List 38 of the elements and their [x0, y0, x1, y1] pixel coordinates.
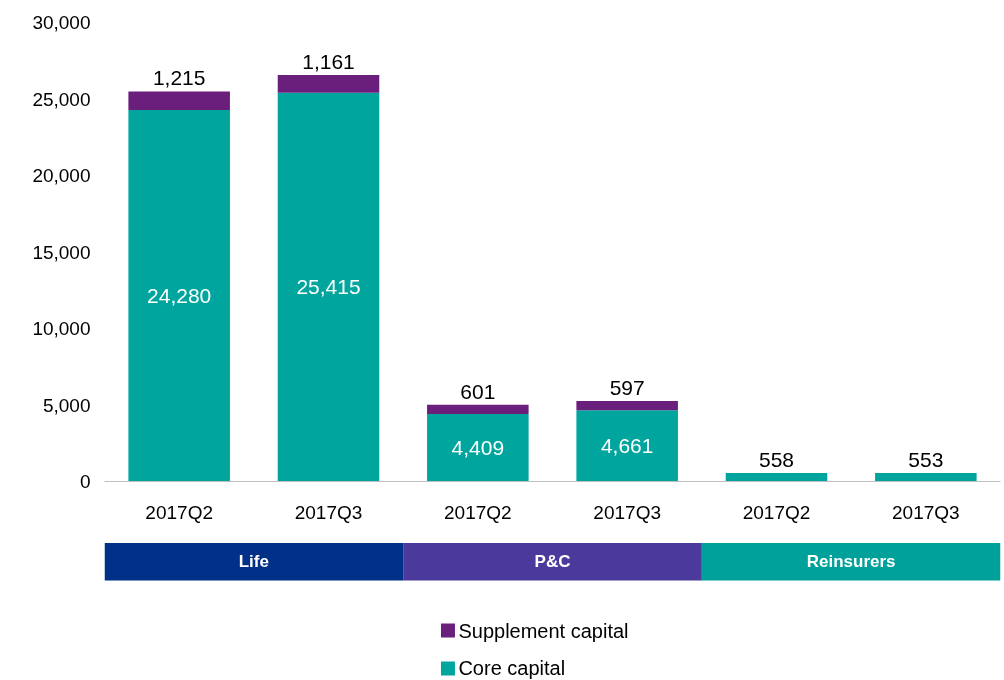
- y-tick-label: 10,000: [32, 318, 91, 339]
- data-label: 4,409: [451, 435, 505, 459]
- text: P&C: [534, 552, 571, 572]
- y-tick-label: 30,000: [32, 12, 91, 33]
- x-tick-label: 2017Q2: [444, 501, 512, 523]
- y-tick-label: 25,000: [32, 88, 91, 110]
- legend-label: Supplement capital: [458, 619, 629, 642]
- x-tick-label: 2017Q3: [294, 501, 363, 523]
- data-label: 558: [758, 447, 795, 471]
- y-tick-label: 20,000: [32, 165, 91, 186]
- bar: [427, 404, 529, 415]
- data-label: 601: [460, 379, 496, 403]
- legend-label: Core capital: [458, 657, 566, 680]
- bar: [427, 414, 529, 482]
- y-tick-label: 0: [79, 471, 91, 492]
- bar: [277, 92, 380, 482]
- bar: [576, 410, 678, 482]
- x-tick-label: 2017Q3: [593, 501, 661, 523]
- data-label: 4,661: [600, 433, 654, 457]
- data-label: 1,161: [302, 49, 355, 73]
- bar: [128, 91, 230, 111]
- bar: [128, 110, 230, 482]
- data-label: 553: [908, 448, 944, 472]
- bar: [875, 473, 977, 482]
- x-tick-label: 2017Q3: [892, 501, 960, 523]
- bar: [725, 472, 828, 482]
- x-tick-label: 2017Q2: [742, 501, 811, 523]
- bar: [277, 74, 380, 93]
- x-tick-label: 2017Q2: [145, 501, 213, 523]
- data-label: 1,215: [152, 66, 206, 90]
- data-label: 597: [609, 376, 645, 400]
- text: Reinsurers: [806, 552, 896, 572]
- data-label: 24,280: [147, 283, 212, 307]
- bar: [576, 401, 678, 411]
- text: Life: [238, 552, 269, 572]
- y-tick-label: 5,000: [42, 394, 91, 416]
- data-label: 25,415: [296, 275, 361, 299]
- y-tick-label: 15,000: [32, 241, 91, 263]
